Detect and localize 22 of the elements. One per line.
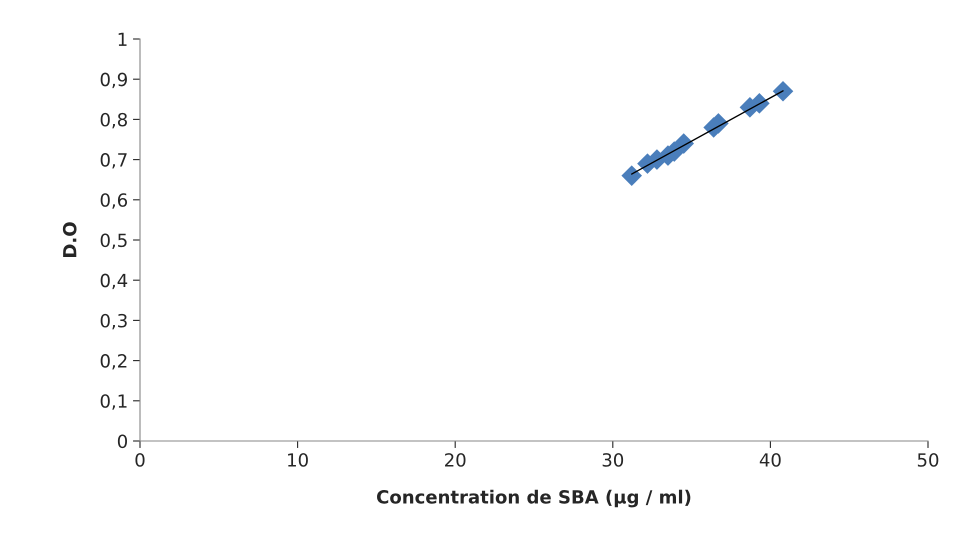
y-tick-label: 0,1: [100, 394, 127, 410]
y-tick-label: 0,5: [100, 233, 127, 249]
y-tick-label: 0,2: [100, 354, 126, 370]
point: [772, 80, 794, 102]
y-tick-label: 0,6: [100, 193, 128, 209]
x-tick-label: 30: [602, 453, 624, 467]
y-tick-label: 0,8: [100, 112, 127, 128]
x-tick-label: 40: [760, 453, 781, 467]
point: [621, 165, 642, 186]
point: [673, 133, 694, 154]
x-tick-label: 50: [918, 453, 938, 467]
y-axis-title: D.O: [62, 222, 77, 257]
y-tick-label: 1: [118, 32, 127, 46]
x-axis-title: Concentration de SBA (µg / ml): [377, 490, 690, 508]
y-tick-label: 0,7: [100, 153, 127, 169]
y-tick-label: 0,4: [100, 274, 128, 290]
x-tick-label: 10: [288, 453, 308, 467]
x-tick-label: 20: [445, 453, 466, 467]
y-tick-label: 0,9: [100, 72, 127, 88]
y-tick-label: 0: [118, 434, 127, 448]
y-tick-label: 0,3: [100, 314, 127, 330]
x-tick-label: 0: [135, 453, 145, 467]
